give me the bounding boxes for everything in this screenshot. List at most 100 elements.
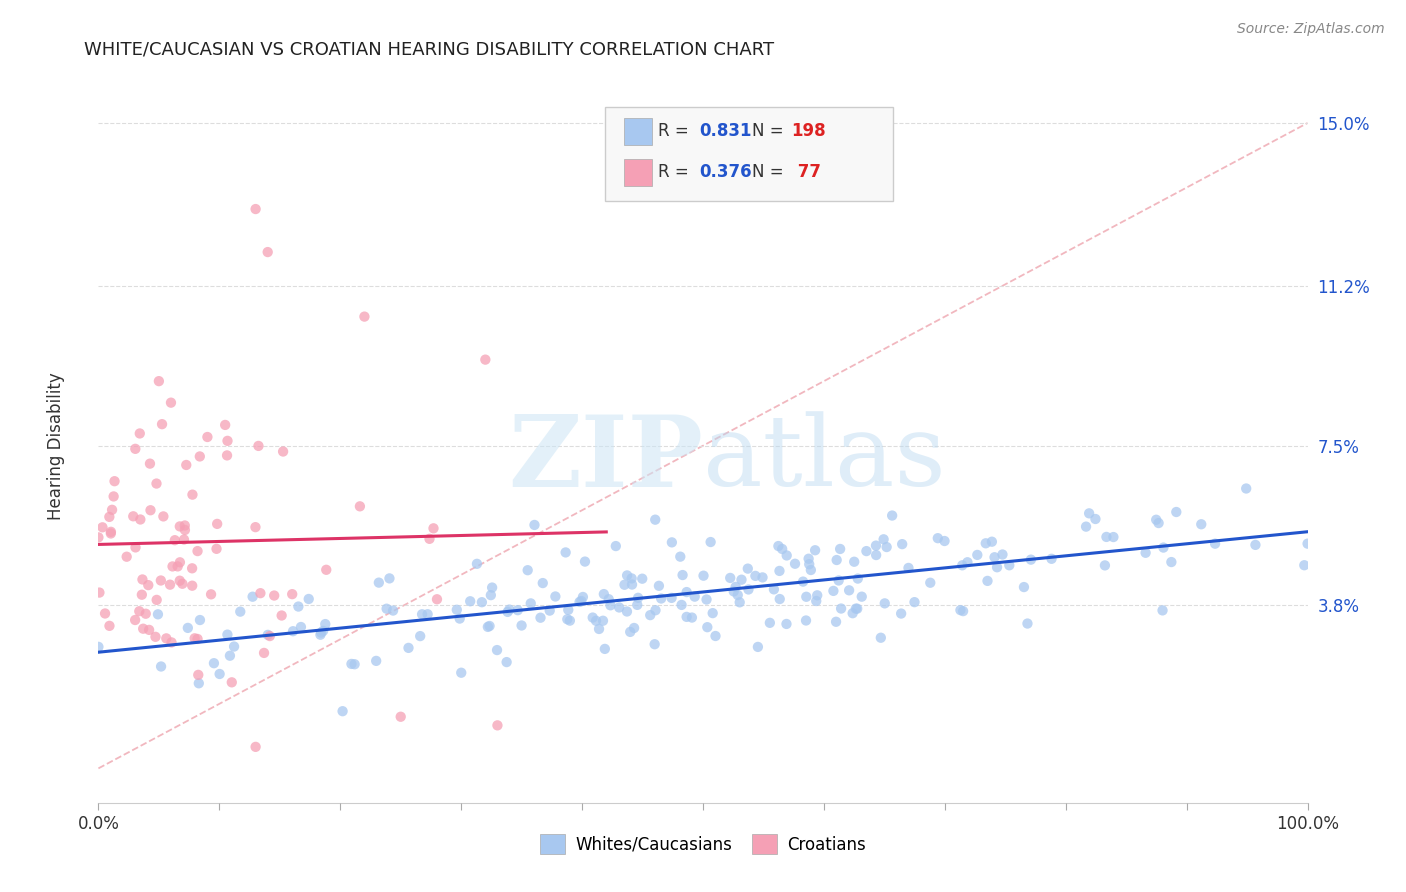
Point	[247, 439, 270, 453]
Point	[495, 655, 517, 669]
Point	[644, 513, 666, 527]
Point	[724, 580, 747, 594]
Text: R =: R =	[658, 122, 695, 140]
Text: Source: ZipAtlas.com: Source: ZipAtlas.com	[1237, 22, 1385, 37]
Point	[1152, 541, 1174, 555]
Point	[449, 611, 471, 625]
Point	[1078, 506, 1101, 520]
Point	[557, 603, 579, 617]
Point	[131, 573, 153, 587]
Point	[172, 576, 194, 591]
Point	[416, 607, 439, 622]
Point	[375, 601, 398, 615]
Point	[845, 601, 868, 615]
Text: 77: 77	[792, 163, 821, 181]
Point	[465, 557, 488, 571]
Point	[208, 667, 231, 681]
Point	[846, 601, 869, 615]
Point	[623, 621, 645, 635]
Point	[759, 615, 782, 630]
Legend: Whites/Caucasians, Croatians: Whites/Caucasians, Croatians	[533, 828, 873, 860]
Point	[830, 541, 852, 556]
Point	[281, 587, 304, 601]
Point	[100, 524, 122, 539]
Point	[872, 533, 894, 547]
Point	[607, 600, 630, 615]
Point	[253, 646, 276, 660]
Point	[644, 603, 666, 617]
Point	[699, 535, 721, 549]
Point	[956, 555, 979, 569]
Point	[145, 476, 167, 491]
Point	[187, 668, 209, 682]
Point	[1019, 552, 1042, 566]
Point	[616, 568, 638, 582]
Text: WHITE/CAUCASIAN VS CROATIAN HEARING DISABILITY CORRELATION CHART: WHITE/CAUCASIAN VS CROATIAN HEARING DISA…	[84, 40, 775, 58]
Point	[592, 614, 614, 628]
Point	[696, 592, 718, 607]
Point	[851, 590, 873, 604]
Point	[128, 604, 150, 618]
Point	[1147, 516, 1170, 530]
Point	[823, 583, 845, 598]
Point	[479, 588, 502, 602]
Point	[1017, 616, 1039, 631]
Point	[103, 490, 125, 504]
Point	[897, 561, 920, 575]
Point	[806, 594, 828, 608]
Point	[1102, 530, 1125, 544]
Point	[920, 575, 942, 590]
Point	[169, 555, 191, 569]
Point	[145, 593, 167, 607]
Point	[728, 595, 751, 609]
Point	[131, 588, 153, 602]
Point	[966, 548, 988, 562]
Point	[538, 604, 561, 618]
Point	[619, 624, 641, 639]
Point	[343, 657, 366, 672]
Point	[214, 417, 236, 432]
Point	[100, 526, 122, 541]
Text: 0.376: 0.376	[699, 163, 751, 181]
Point	[150, 417, 173, 432]
Point	[389, 710, 412, 724]
Point	[903, 595, 925, 609]
Point	[98, 619, 121, 633]
Point	[162, 559, 184, 574]
Point	[281, 624, 304, 639]
Point	[775, 617, 797, 632]
Point	[183, 632, 205, 646]
Point	[506, 603, 529, 617]
Point	[222, 640, 245, 654]
Point	[827, 574, 849, 588]
Point	[174, 523, 197, 537]
Text: Hearing Disability: Hearing Disability	[48, 372, 65, 520]
Point	[510, 618, 533, 632]
Point	[1204, 537, 1226, 551]
Point	[825, 615, 848, 629]
Point	[145, 630, 167, 644]
Point	[367, 575, 389, 590]
Point	[523, 518, 546, 533]
Point	[186, 544, 208, 558]
Point	[188, 613, 211, 627]
Point	[270, 608, 292, 623]
Point	[838, 583, 860, 598]
Point	[718, 571, 741, 585]
Point	[256, 245, 278, 260]
Point	[366, 654, 388, 668]
Point	[704, 629, 727, 643]
Point	[471, 595, 494, 609]
Point	[770, 541, 793, 556]
Point	[217, 627, 239, 641]
Point	[290, 620, 312, 634]
Point	[287, 599, 309, 614]
Point	[478, 619, 501, 633]
Point	[616, 605, 638, 619]
Point	[554, 545, 576, 559]
Point	[825, 553, 848, 567]
Point	[1040, 551, 1063, 566]
Point	[598, 592, 620, 607]
Point	[259, 629, 281, 643]
Point	[139, 503, 162, 517]
